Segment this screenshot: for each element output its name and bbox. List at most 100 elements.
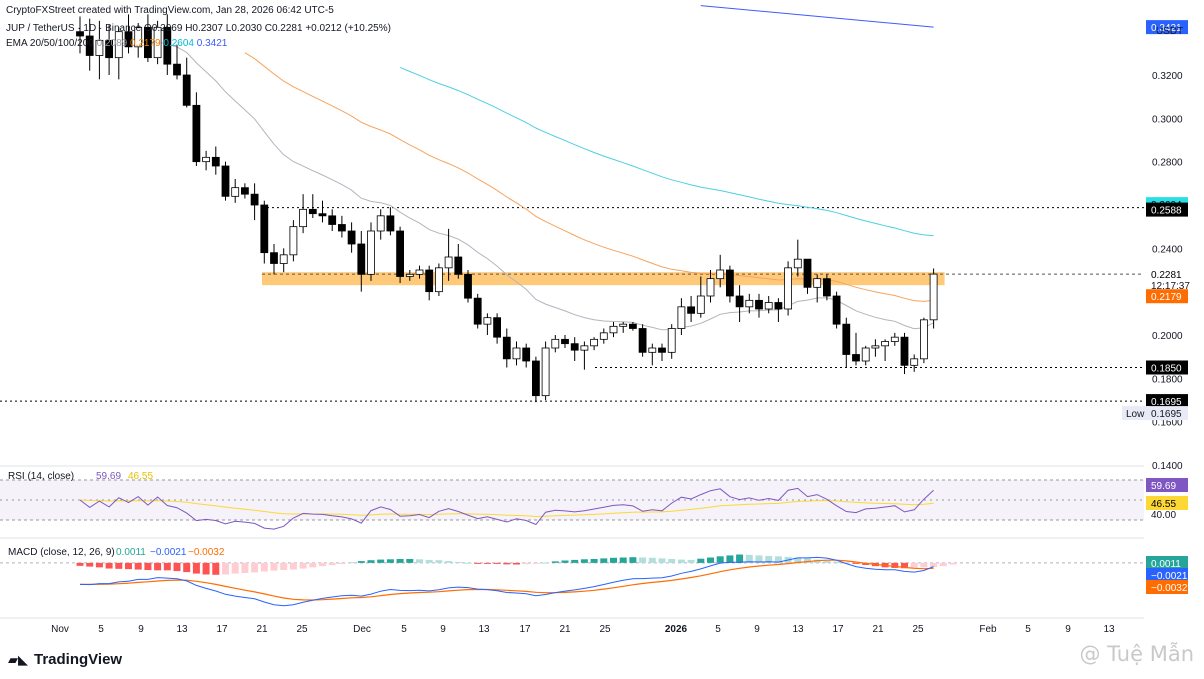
tradingview-logo[interactable]: ▰◣ TradingView xyxy=(8,651,122,668)
macd-histogram-bar xyxy=(930,562,938,568)
support1-price-tag-bg xyxy=(1146,360,1188,375)
macd-histogram-bar xyxy=(105,562,113,569)
candle-body xyxy=(134,26,143,48)
macd-histogram-bar xyxy=(610,557,617,563)
candle-30 xyxy=(367,222,375,281)
candle-13 xyxy=(202,150,211,171)
macd-legend-hist: 0.0011 xyxy=(116,547,146,558)
candle-58 xyxy=(638,324,647,357)
macd-histogram-bar xyxy=(328,562,336,566)
candle-38 xyxy=(444,228,453,281)
resistance-price-tag: 0.2588 xyxy=(1151,206,1182,217)
macd-histogram-bar xyxy=(939,562,947,567)
currency-label[interactable]: USDT xyxy=(1156,26,1184,37)
macd-histogram-bar xyxy=(833,561,841,563)
ema20-line xyxy=(138,41,934,331)
macd-histogram-bar xyxy=(910,562,918,568)
rsi-ma-line xyxy=(79,499,934,518)
candle-65 xyxy=(706,270,715,303)
candle-body xyxy=(415,269,424,275)
candle-52 xyxy=(580,341,589,370)
candle-body xyxy=(745,299,754,308)
candle-body xyxy=(609,325,618,334)
candle-42 xyxy=(483,313,492,335)
candle-body xyxy=(289,226,298,256)
time-tick: 9 xyxy=(1065,624,1071,635)
macd-histogram-bar xyxy=(338,562,346,565)
candle-79 xyxy=(842,317,851,368)
price-ticks: 0.3200 0.3000 0.2800 0.2400 0.2000 0.1800 0.16… xyxy=(1152,71,1183,472)
candle-body xyxy=(764,302,773,310)
candle-5 xyxy=(124,14,133,54)
rsi-legend-value: 59.69 xyxy=(96,471,121,482)
ema50-price-tag: 0.2179 xyxy=(1151,292,1182,303)
candle-body xyxy=(774,302,783,310)
candle-25 xyxy=(318,200,327,223)
candle-body xyxy=(182,74,191,106)
ema50-price-tag-bg xyxy=(1146,289,1188,304)
time-tick: Feb xyxy=(979,624,997,635)
macd-histogram-bar xyxy=(513,562,520,565)
macd-histogram-bar xyxy=(125,562,132,570)
time-tick: 21 xyxy=(872,624,884,635)
price-tick: 0.1600 xyxy=(1152,418,1183,429)
candle-76 xyxy=(813,274,822,303)
macd-histogram-bar xyxy=(668,559,676,563)
candle-17 xyxy=(240,183,249,199)
rsi-title: RSI (14, close) xyxy=(8,471,74,482)
candle-9 xyxy=(163,14,172,75)
candle-73 xyxy=(784,261,792,316)
candle-body xyxy=(202,156,211,163)
macd-histogram-bar xyxy=(687,559,695,563)
candle-2 xyxy=(95,20,104,80)
candle-body xyxy=(890,336,899,342)
ema-legend[interactable]: EMA 20/50/100/200 0.2089 0.2179 0.2604 0… xyxy=(6,38,227,49)
macd-histogram-bar xyxy=(580,559,588,563)
candle-body xyxy=(687,306,695,314)
level-lines xyxy=(0,207,1144,402)
macd-histogram-bar xyxy=(212,562,220,575)
candle-body xyxy=(337,224,346,232)
candle-27 xyxy=(337,215,346,238)
time-tick: 9 xyxy=(754,624,760,635)
ohlc-close: C0.2281 xyxy=(264,23,303,34)
macd-histogram-bar xyxy=(551,561,559,563)
macd-histogram-bar xyxy=(396,559,404,563)
candle-34 xyxy=(405,270,414,281)
candle-body xyxy=(279,254,288,264)
candle-0 xyxy=(76,16,84,54)
macd-histogram-bar xyxy=(280,562,288,571)
candle-body xyxy=(599,332,608,340)
macd-histogram-bar xyxy=(260,562,268,572)
candle-19 xyxy=(260,200,269,264)
time-tick: 5 xyxy=(715,624,721,635)
candle-24 xyxy=(308,194,317,218)
macd-histogram-bar xyxy=(144,562,152,571)
candle-body xyxy=(803,258,812,288)
time-tick: 25 xyxy=(599,624,611,635)
candle-16 xyxy=(231,179,240,203)
candle-body xyxy=(522,347,531,362)
macd-histogram-bar xyxy=(949,562,957,565)
candle-body xyxy=(85,35,94,56)
macd-histogram-bar xyxy=(852,562,860,564)
candle-62 xyxy=(677,298,686,335)
candle-37 xyxy=(434,263,443,296)
candle-18 xyxy=(250,183,259,221)
macd-histogram-bar xyxy=(736,554,744,563)
candle-body xyxy=(318,213,327,217)
price-tick: 0.2000 xyxy=(1152,331,1183,342)
macd-histogram-bar xyxy=(386,559,394,563)
ema100-value: 0.2604 xyxy=(163,38,194,49)
symbol-name[interactable]: JUP / TetherUS · 1D · Binance xyxy=(6,23,142,34)
candle-body xyxy=(842,323,851,355)
ohlc-change: +0.0212 (+10.25%) xyxy=(305,23,391,34)
rsi-legend-ma: 46.55 xyxy=(128,471,153,482)
time-tick: 13 xyxy=(792,624,804,635)
macd-histogram-bar xyxy=(823,560,831,563)
macd-histogram-bar xyxy=(629,557,637,563)
ema200-line xyxy=(700,5,934,28)
macd-histogram-bar xyxy=(658,558,666,563)
candle-body xyxy=(910,358,919,366)
macd-histogram-bar xyxy=(348,562,356,564)
